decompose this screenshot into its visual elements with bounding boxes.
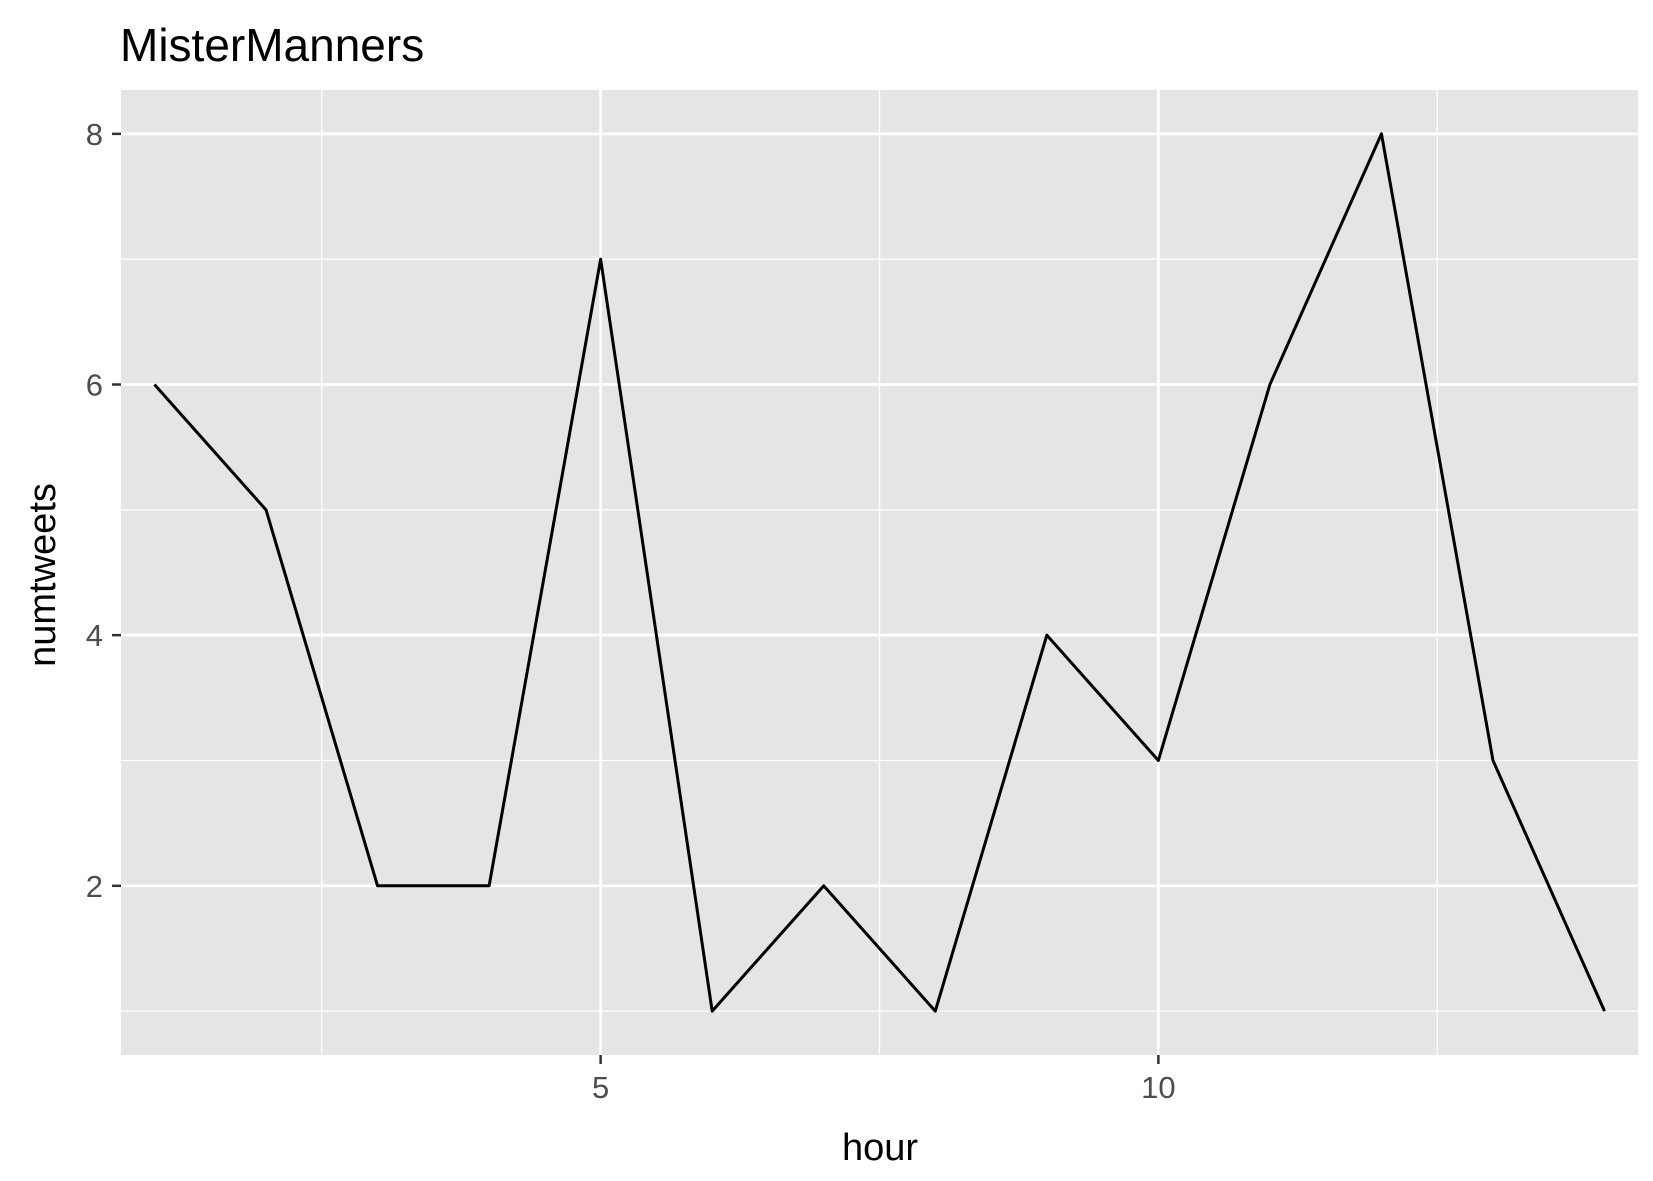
y-tick-label: 6 — [86, 368, 103, 403]
y-tick-label: 2 — [86, 869, 103, 904]
y-axis: 2 4 6 8 — [86, 117, 121, 904]
chart-title: MisterManners — [120, 19, 424, 71]
major-gridlines — [121, 90, 1638, 1055]
minor-gridlines — [121, 90, 1638, 1055]
series-layer — [153, 132, 1606, 1013]
x-axis: 5 10 — [592, 1055, 1176, 1105]
y-axis-title: numtweets — [22, 483, 64, 667]
y-tick-label: 4 — [86, 618, 103, 653]
x-tick-label: 10 — [1141, 1070, 1175, 1105]
x-tick-label: 5 — [592, 1070, 609, 1105]
x-axis-title: hour — [842, 1127, 918, 1169]
y-tick-label: 8 — [86, 117, 103, 152]
series-line — [153, 132, 1606, 1013]
